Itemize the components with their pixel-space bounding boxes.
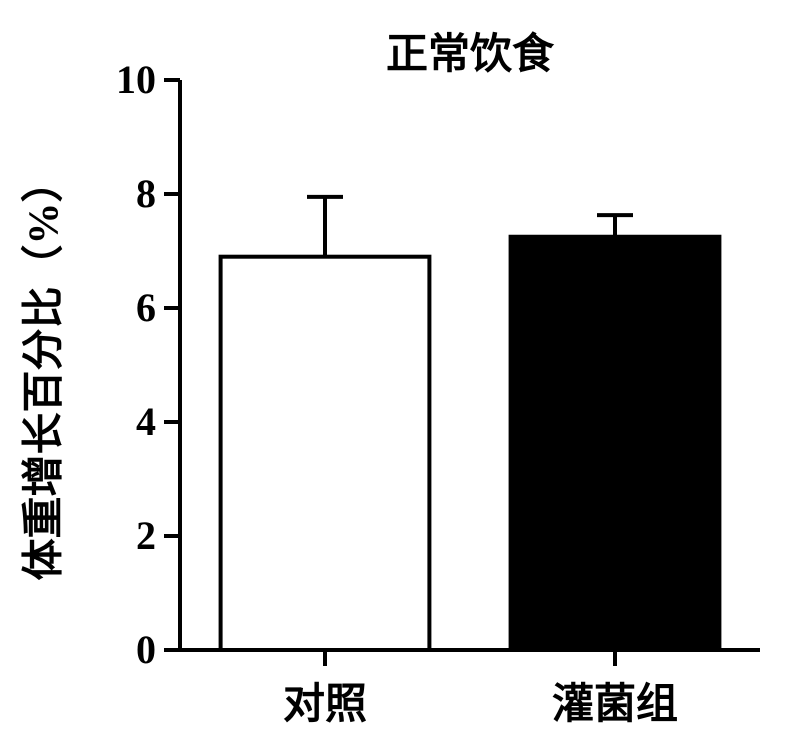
y-tick-label: 0 [136, 626, 156, 673]
chart-svg [0, 0, 798, 727]
chart-title: 正常饮食 [180, 20, 760, 81]
x-category-label: 灌菌组 [515, 670, 715, 731]
y-tick-label: 4 [136, 398, 156, 445]
y-tick-label: 10 [116, 56, 156, 103]
y-tick-label: 2 [136, 512, 156, 559]
chart-container: 正常饮食 体重增长百分比（%） 0246810对照灌菌组 [0, 0, 798, 727]
y-tick-label: 8 [136, 170, 156, 217]
y-tick-label: 6 [136, 284, 156, 331]
x-category-label: 对照 [225, 670, 425, 731]
y-axis-label: 体重增长百分比（%） [10, 85, 71, 655]
